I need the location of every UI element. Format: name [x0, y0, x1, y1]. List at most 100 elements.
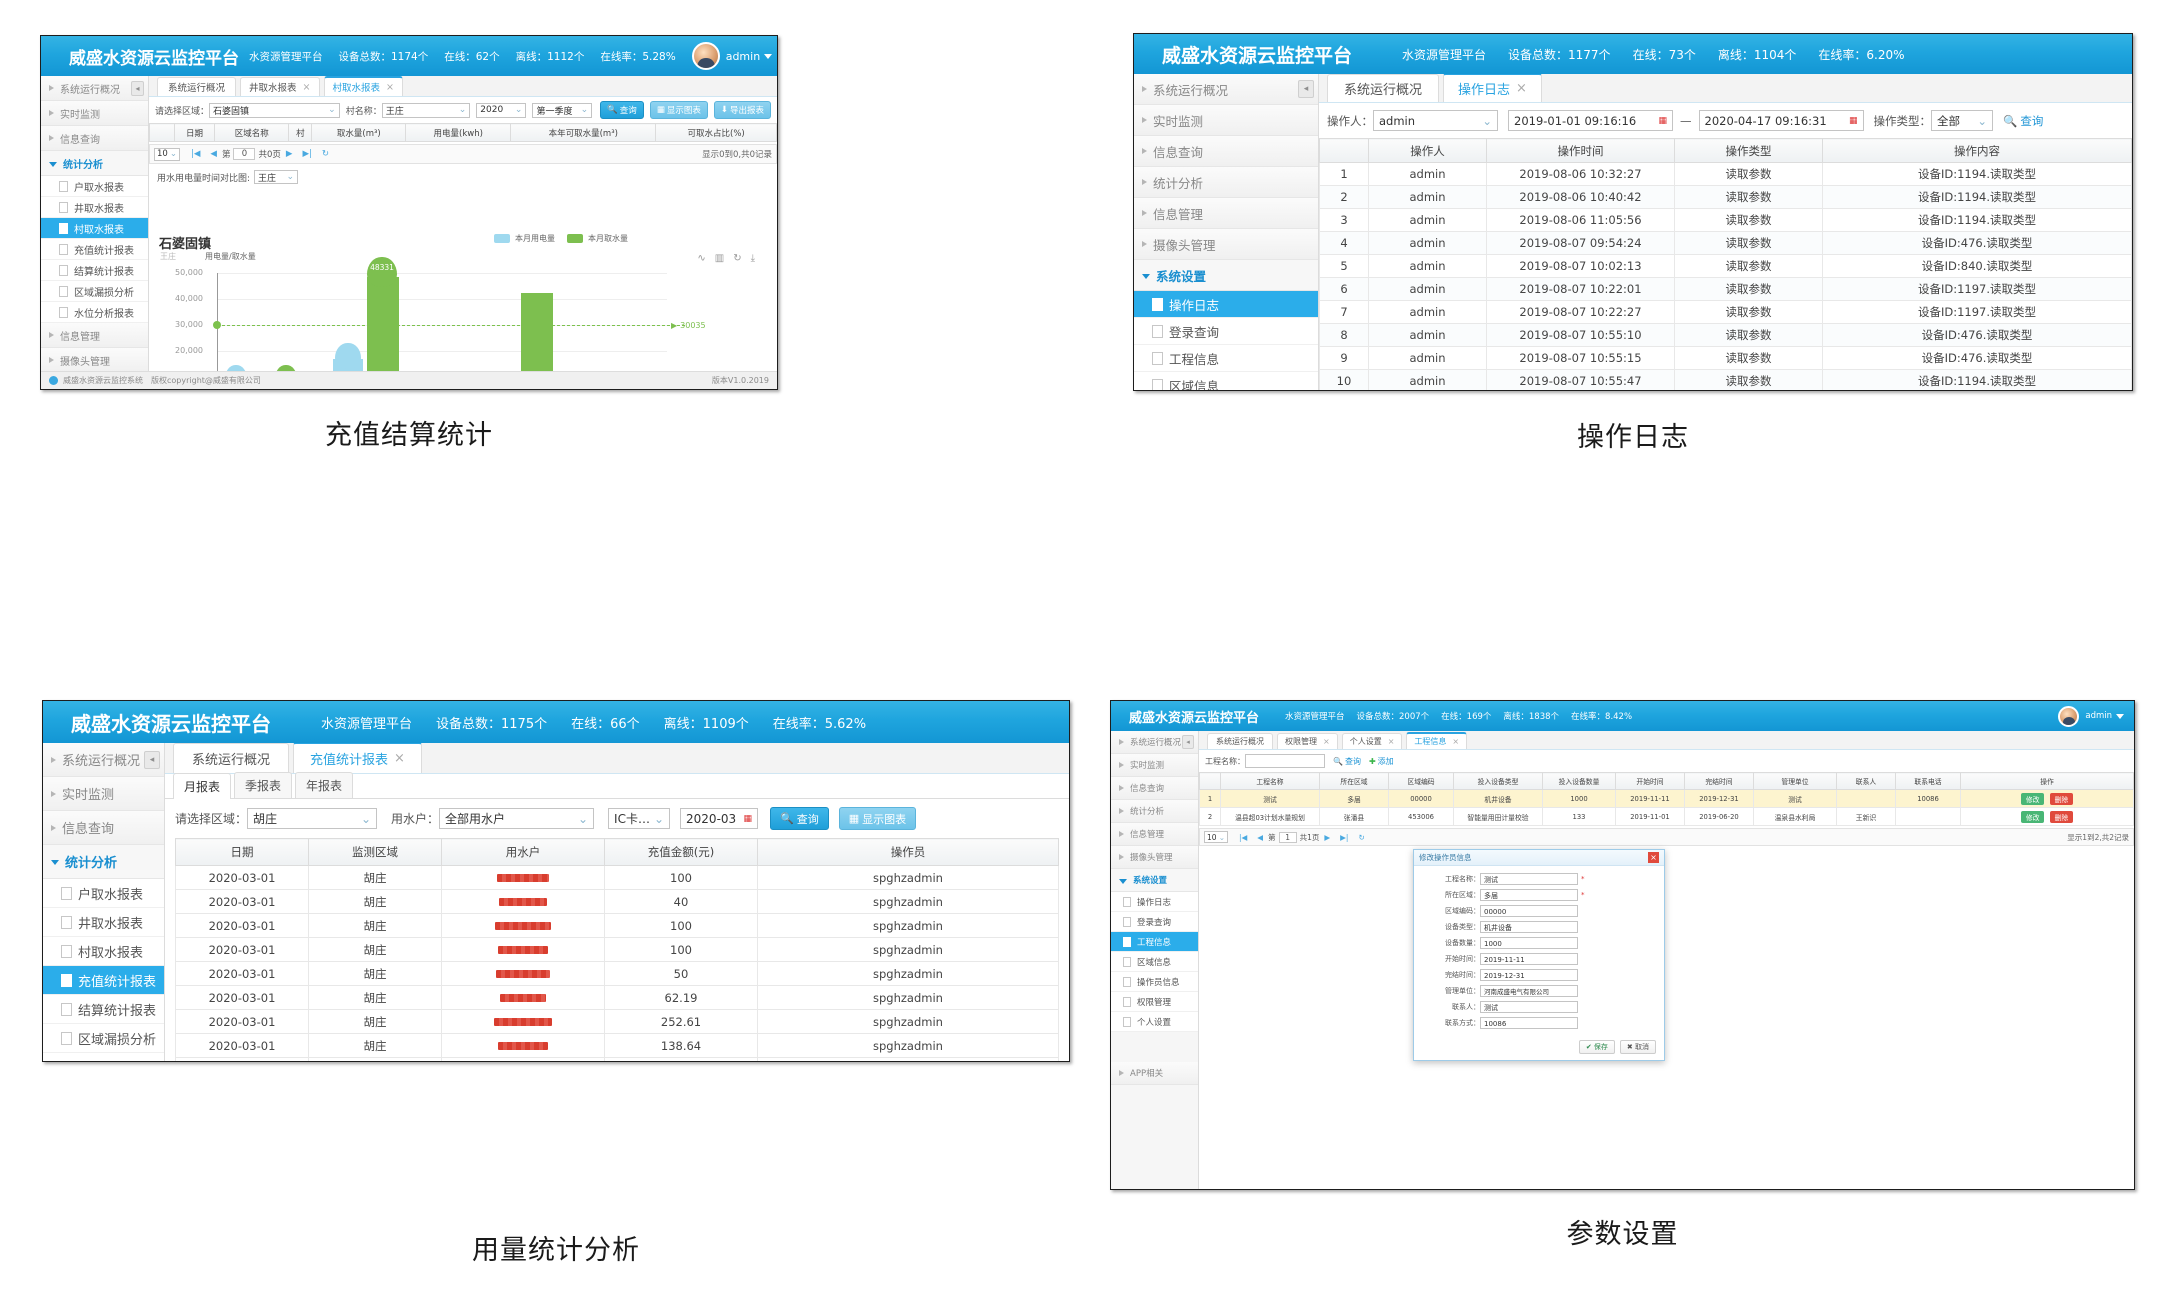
sidebar-item-3[interactable]: 区域信息	[1111, 952, 1198, 972]
cancel-button[interactable]: ✖ 取消	[1619, 1040, 1656, 1054]
sidebar-item-1[interactable]: 登录查询	[1134, 318, 1318, 345]
close-icon[interactable]: ×	[394, 751, 405, 766]
quarter-select[interactable]: 第一季度 ⌄	[532, 102, 593, 118]
tab-well-report[interactable]: 井取水报表 ×	[240, 77, 320, 96]
sidebar-item-2[interactable]: 村取水报表	[43, 937, 164, 966]
edit-button[interactable]: 修改	[2020, 792, 2045, 805]
sidebar-item-4[interactable]: 操作员信息	[1111, 972, 1198, 992]
close-icon[interactable]: ×	[1452, 737, 1460, 746]
table-row[interactable]: 1 admin 2019-08-06 10:32:27 读取参数 设备ID:1194.读…	[1319, 162, 2132, 186]
sidebar-group-1[interactable]: 实时监测	[1111, 754, 1198, 777]
subtab-quarterly[interactable]: 季报表	[234, 772, 293, 798]
close-icon[interactable]: ×	[1387, 737, 1395, 746]
village-select[interactable]: 王庄 ⌄	[381, 102, 471, 118]
sidebar-item-0[interactable]: 户取水报表	[41, 176, 148, 197]
bar-chart-icon[interactable]: ▥	[714, 253, 725, 264]
calendar-icon[interactable]: ▦	[743, 813, 753, 824]
query-button[interactable]: 🔍 查询	[770, 807, 829, 830]
sidebar-group-0[interactable]: 系统运行概况 ◂	[41, 76, 148, 101]
table-row[interactable]: 2020-03-01 胡庄 100 spghzadmin	[175, 937, 1059, 962]
table-row[interactable]: 2020-03-01 胡庄 62.19 spghzadmin	[175, 985, 1059, 1010]
close-icon[interactable]: ×	[1648, 852, 1659, 863]
sidebar-group-1[interactable]: 实时监测	[1134, 105, 1318, 136]
delete-button[interactable]: 删除	[2049, 792, 2074, 805]
sidebar-group-5[interactable]: 摄像头管理	[1111, 846, 1198, 869]
sidebar-item-3[interactable]: 充值统计报表	[41, 239, 148, 260]
table-row[interactable]: 2020-03-01 胡庄 40 spghzadmin	[175, 889, 1059, 914]
first-page-button[interactable]: |◀	[1239, 832, 1248, 842]
refresh-icon[interactable]: ↻	[733, 253, 742, 264]
sidebar-item-1[interactable]: 井取水报表	[41, 197, 148, 218]
device-count-field[interactable]: 1000	[1480, 937, 1578, 949]
sidebar-group-1[interactable]: 实时监测	[41, 101, 148, 126]
line-chart-icon[interactable]: ∿	[697, 253, 706, 264]
sidebar-collapse-button[interactable]: ◂	[1182, 735, 1194, 749]
end-date-field[interactable]: 2019-12-31	[1480, 969, 1578, 981]
page-size-select[interactable]: 10 ⌄	[1204, 831, 1228, 843]
edit-button[interactable]: 修改	[2020, 810, 2045, 823]
year-select[interactable]: 2020 ⌄	[476, 102, 527, 118]
optype-select[interactable]: 全部 ⌄	[1931, 110, 1993, 131]
sidebar-group-3[interactable]: 统计分析	[1134, 167, 1318, 198]
sidebar-group-3[interactable]: 统计分析	[41, 151, 148, 176]
sidebar-item-6[interactable]: 个人设置	[1111, 1012, 1198, 1032]
sidebar-item-0[interactable]: 操作日志	[1111, 892, 1198, 912]
calendar-icon[interactable]: ▦	[1848, 115, 1858, 126]
table-row[interactable]: 2020-03-01 胡庄 252.61 spghzadmin	[175, 1009, 1059, 1034]
user-menu[interactable]: admin	[2058, 705, 2124, 727]
recharge-type-select[interactable]: IC卡充值⌄	[608, 808, 671, 829]
sidebar-collapse-button[interactable]: ◂	[1298, 80, 1314, 98]
sidebar-item-3[interactable]: 充值统计报表	[43, 966, 164, 995]
tab-operation-log[interactable]: 操作日志 ×	[1443, 74, 1542, 102]
area-select[interactable]: 石婆固镇 ⌄	[209, 102, 340, 118]
table-row[interactable]: 6 admin 2019-08-07 10:22:01 读取参数 设备ID:1197.读…	[1319, 277, 2132, 301]
tab-project-info[interactable]: 工程信息 ×	[1406, 732, 1468, 749]
sidebar-item-5[interactable]: 区域漏损分析	[43, 1024, 164, 1053]
refresh-icon[interactable]: ↻	[1358, 832, 1365, 842]
close-icon[interactable]: ×	[1323, 737, 1330, 746]
sidebar-collapse-button[interactable]: ◂	[144, 750, 160, 769]
export-button[interactable]: ⬇ 导出报表	[713, 101, 771, 119]
table-row[interactable]: 2 温县超03计划水量规划 张潘县 453006 智能量用田计量校验 133 2…	[1199, 807, 2134, 826]
tab-personal-settings[interactable]: 个人设置 ×	[1341, 733, 1403, 749]
project-name-input[interactable]	[1245, 754, 1325, 768]
sidebar-item-0[interactable]: 操作日志	[1134, 291, 1318, 318]
table-row[interactable]: 7 admin 2019-08-07 10:22:27 读取参数 设备ID:1197.读…	[1319, 300, 2132, 324]
tab-system-overview[interactable]: 系统运行概况	[1207, 733, 1273, 749]
sidebar-item-6[interactable]: 水位分析报表	[41, 302, 148, 323]
table-row[interactable]: 3 admin 2019-08-06 11:05:56 读取参数 设备ID:1194.读…	[1319, 208, 2132, 232]
tab-permission[interactable]: 权限管理 ×	[1277, 733, 1338, 749]
close-icon[interactable]: ×	[386, 81, 394, 93]
user-select[interactable]: 全部用水户 ⌄	[439, 808, 595, 829]
next-page-button[interactable]: ▶	[1324, 832, 1331, 842]
subtab-monthly[interactable]: 月报表	[173, 773, 232, 799]
page-input[interactable]: 1	[1278, 831, 1297, 843]
region-code-field[interactable]: 00000	[1480, 905, 1578, 917]
sidebar-group-2[interactable]: 信息查询	[1134, 136, 1318, 167]
tab-system-overview[interactable]: 系统运行概况	[173, 743, 290, 773]
sidebar-item-2[interactable]: 工程信息	[1134, 345, 1318, 372]
next-page-button[interactable]: ▶	[285, 149, 293, 159]
sidebar-item-6[interactable]: 水位分析报表	[43, 1053, 164, 1061]
close-icon[interactable]: ×	[1516, 81, 1527, 96]
first-page-button[interactable]: |◀	[191, 149, 201, 159]
show-chart-button[interactable]: ▦ 显示图表	[649, 101, 708, 119]
delete-button[interactable]: 删除	[2049, 810, 2074, 823]
last-page-button[interactable]: ▶|	[1340, 832, 1349, 842]
sidebar-item-5[interactable]: 权限管理	[1111, 992, 1198, 1012]
last-page-button[interactable]: ▶|	[302, 149, 312, 159]
calendar-icon[interactable]: ▦	[1658, 115, 1667, 126]
query-button[interactable]: 🔍 查询	[600, 101, 644, 119]
sidebar-group-4[interactable]: 信息管理	[1111, 823, 1198, 846]
sidebar-group-3[interactable]: 统计分析	[1111, 800, 1198, 823]
sidebar-item-1[interactable]: 登录查询	[1111, 912, 1198, 932]
sidebar-group-7[interactable]: APP相关	[1111, 1062, 1198, 1085]
subtab-yearly[interactable]: 年报表	[295, 772, 354, 798]
table-row[interactable]: 5 admin 2019-08-07 10:02:13 读取参数 设备ID:840.读取…	[1319, 254, 2132, 278]
table-row[interactable]: 9 admin 2019-08-07 10:55:15 读取参数 设备ID:476.读取…	[1319, 346, 2132, 370]
refresh-icon[interactable]: ↻	[321, 149, 329, 159]
tab-system-overview[interactable]: 系统运行概况	[1327, 74, 1440, 102]
sidebar-group-2[interactable]: 信息查询	[41, 126, 148, 151]
sidebar-item-2[interactable]: 工程信息	[1111, 932, 1198, 952]
